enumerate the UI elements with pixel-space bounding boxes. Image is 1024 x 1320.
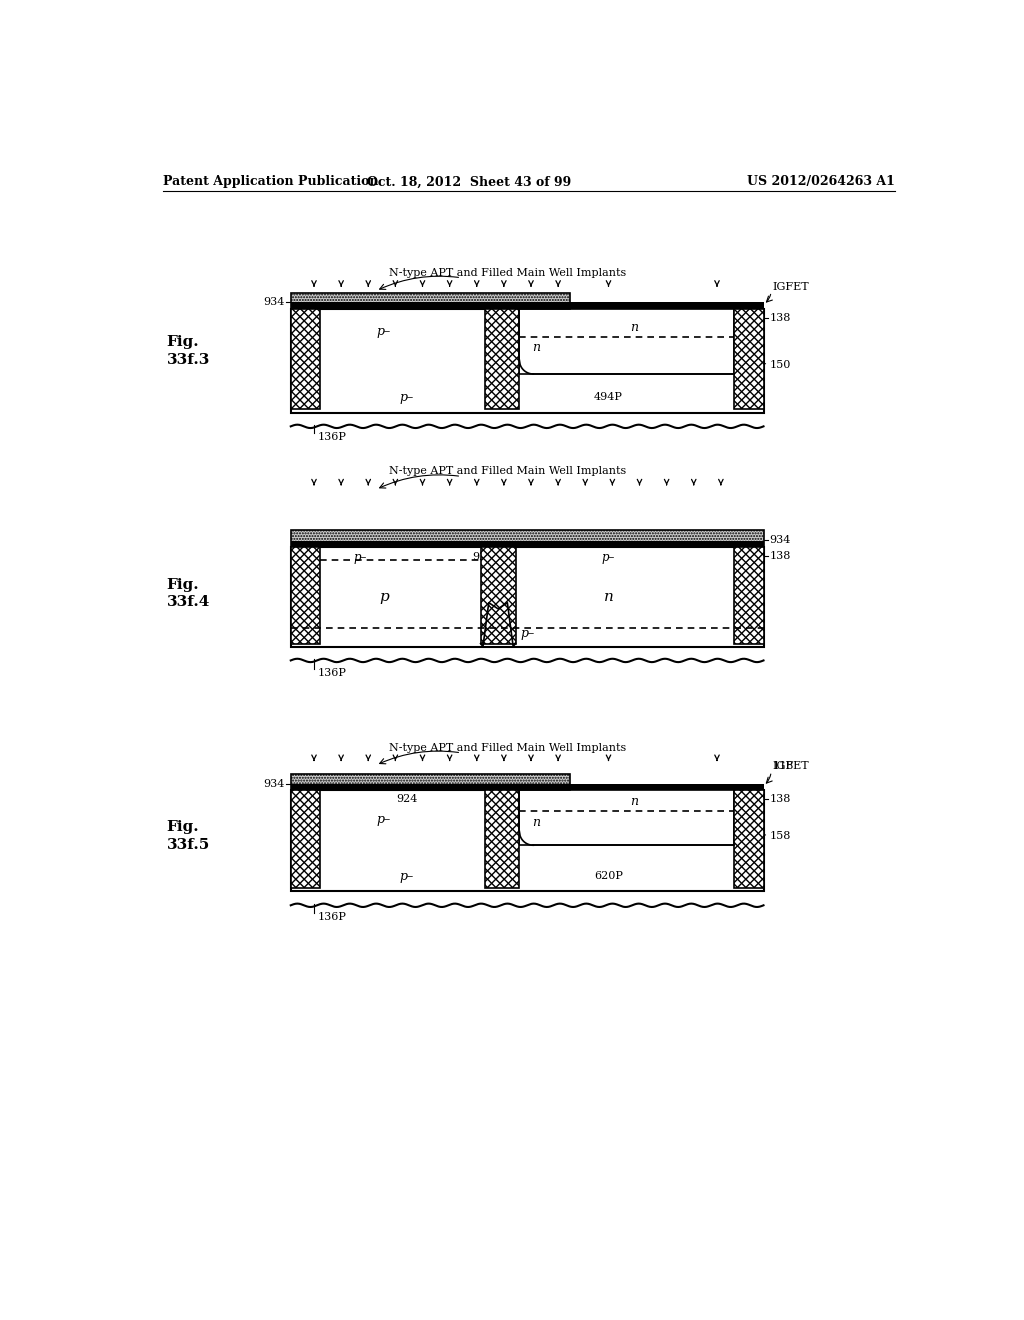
Text: 620P: 620P [594,871,623,880]
Text: 118: 118 [773,762,795,771]
Bar [734,309,764,409]
Text: IGFET: IGFET [773,762,809,771]
Bar [291,309,321,409]
Bar [291,784,764,789]
Text: Fig.
33f.4: Fig. 33f.4 [167,578,210,609]
Text: 150: 150 [770,360,792,370]
Bar [480,548,515,644]
Bar [291,541,764,548]
Text: p–: p– [400,391,414,404]
Bar [291,309,764,413]
Bar [480,548,515,644]
Bar [291,789,321,887]
Text: 138: 138 [770,795,792,804]
Bar [291,529,764,548]
Text: IGFET: IGFET [773,281,809,292]
Bar [484,789,519,887]
Bar [734,548,764,644]
Text: US 2012/0264263 A1: US 2012/0264263 A1 [748,176,895,189]
Text: 924: 924 [472,552,494,562]
Text: 934: 934 [770,535,792,545]
Text: 924: 924 [396,795,418,804]
Text: p–: p– [520,627,535,640]
Text: 136P: 136P [317,668,347,677]
Text: n: n [603,590,613,605]
Bar [291,789,321,887]
Bar [291,548,321,644]
Text: n: n [532,342,541,354]
Text: Patent Application Publication: Patent Application Publication [163,176,379,189]
Bar [484,309,519,409]
Text: 138: 138 [770,552,792,561]
Text: p: p [379,590,389,605]
Text: 496P: 496P [488,348,515,356]
Bar [291,293,569,309]
Text: N-type APT and Filled Main Well Implants: N-type APT and Filled Main Well Implants [389,743,627,752]
Text: 622P: 622P [488,822,515,832]
Text: 158: 158 [770,832,792,841]
Text: 494P: 494P [594,392,623,403]
Text: p–: p– [377,813,391,825]
Text: p–: p– [602,550,615,564]
Text: N-type APT and Filled Main Well Implants: N-type APT and Filled Main Well Implants [389,466,627,477]
Text: p–: p– [377,325,391,338]
Text: 136P: 136P [317,912,347,921]
Text: Oct. 18, 2012  Sheet 43 of 99: Oct. 18, 2012 Sheet 43 of 99 [367,176,571,189]
Bar [734,309,764,409]
Text: 136P: 136P [317,432,347,442]
Bar [734,548,764,644]
Bar [291,775,569,789]
Bar [291,309,321,409]
Bar [291,548,321,644]
Text: n: n [631,321,638,334]
Bar [484,309,519,409]
Bar [291,789,764,891]
Bar [734,789,764,887]
Text: Fig.
33f.3: Fig. 33f.3 [167,335,210,367]
Bar [519,789,734,845]
Text: 934: 934 [263,779,285,788]
Text: 924: 924 [540,296,561,306]
Text: p–: p– [400,870,414,883]
Text: 934: 934 [263,297,285,308]
Text: n: n [532,816,541,829]
Text: N-type APT and Filled Main Well Implants: N-type APT and Filled Main Well Implants [389,268,627,277]
Text: n: n [631,795,638,808]
Bar [291,548,764,647]
Bar [519,309,734,374]
Text: 138: 138 [770,313,792,323]
Bar [734,789,764,887]
Bar [291,302,764,309]
Text: Fig.
33f.5: Fig. 33f.5 [167,820,210,851]
Bar [484,789,519,887]
Text: p–: p– [354,550,368,564]
